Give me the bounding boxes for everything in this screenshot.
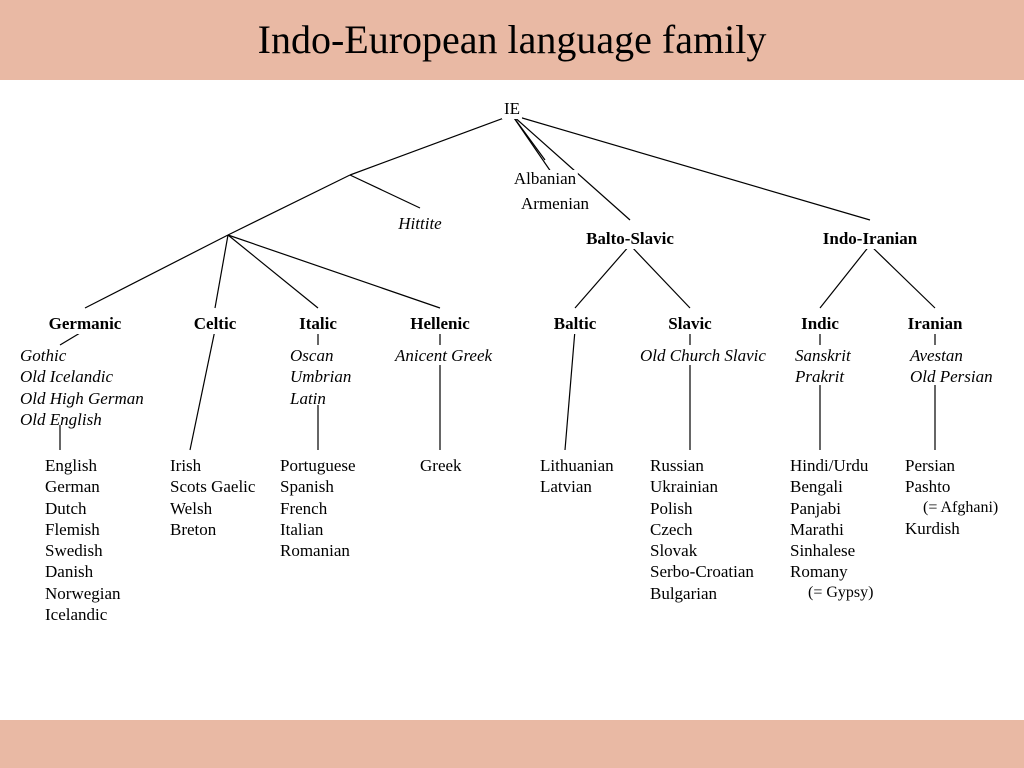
list-item: Pashto	[905, 476, 998, 497]
list-item: Icelandic	[45, 604, 121, 625]
list-item: Panjabi	[790, 498, 873, 519]
list-modern-hellenic: Greek	[420, 455, 462, 476]
list-item: Sinhalese	[790, 540, 873, 561]
node-celtic: Celtic	[192, 315, 238, 334]
list-item: Welsh	[170, 498, 255, 519]
node-slavic: Slavic	[666, 315, 713, 334]
list-item: Polish	[650, 498, 754, 519]
list-item: Kurdish	[905, 518, 998, 539]
node-italic: Italic	[297, 315, 339, 334]
list-item: Old Persian	[910, 366, 993, 387]
node-germanic: Germanic	[47, 315, 124, 334]
list-item: Norwegian	[45, 583, 121, 604]
list-item: Umbrian	[290, 366, 351, 387]
list-modern-celtic: IrishScots GaelicWelshBreton	[170, 455, 255, 540]
node-indic: Indic	[799, 315, 841, 334]
list-item: English	[45, 455, 121, 476]
node-hittite: Hittite	[396, 215, 443, 234]
list-item: Czech	[650, 519, 754, 540]
list-item: Dutch	[45, 498, 121, 519]
page-title: Indo-European language family	[258, 17, 767, 62]
list-ancient-iranian: AvestanOld Persian	[910, 345, 993, 388]
list-modern-baltic: LithuanianLatvian	[540, 455, 614, 498]
list-item: Bengali	[790, 476, 873, 497]
list-modern-italic: PortugueseSpanishFrenchItalianRomanian	[280, 455, 356, 561]
list-item: Sanskrit	[795, 345, 851, 366]
list-ancient-italic: OscanUmbrianLatin	[290, 345, 351, 409]
list-modern-iranian: PersianPashto(= Afghani)Kurdish	[905, 455, 998, 539]
list-item: Danish	[45, 561, 121, 582]
list-ancient-hellenic: Anicent Greek	[395, 345, 492, 366]
list-item: Bulgarian	[650, 583, 754, 604]
list-item: Slovak	[650, 540, 754, 561]
list-item: Irish	[170, 455, 255, 476]
node-iranian: Iranian	[906, 315, 965, 334]
list-subitem: (= Gypsy)	[790, 583, 873, 603]
list-item: Flemish	[45, 519, 121, 540]
list-item: Old English	[20, 409, 144, 430]
title-bar: Indo-European language family	[0, 0, 1024, 80]
node-baltic: Baltic	[552, 315, 599, 334]
list-item: Latin	[290, 388, 351, 409]
list-item: Latvian	[540, 476, 614, 497]
list-item: Hindi/Urdu	[790, 455, 873, 476]
list-item: Italian	[280, 519, 356, 540]
list-item: Russian	[650, 455, 754, 476]
list-modern-slavic: RussianUkrainianPolishCzechSlovakSerbo-C…	[650, 455, 754, 604]
list-item: Serbo-Croatian	[650, 561, 754, 582]
node-armenian: Armenian	[519, 195, 591, 214]
list-item: Oscan	[290, 345, 351, 366]
list-subitem: (= Afghani)	[905, 498, 998, 518]
list-item: Old Icelandic	[20, 366, 144, 387]
list-item: Marathi	[790, 519, 873, 540]
list-ancient-slavic: Old Church Slavic	[640, 345, 766, 366]
tree-diagram: IE Hittite Albanian Armenian Balto-Slavic Ind…	[0, 80, 1024, 720]
list-ancient-germanic: GothicOld IcelandicOld High GermanOld En…	[20, 345, 144, 430]
list-item: Scots Gaelic	[170, 476, 255, 497]
list-item: Spanish	[280, 476, 356, 497]
list-item: Ukrainian	[650, 476, 754, 497]
node-indo_iranian: Indo-Iranian	[821, 230, 919, 249]
list-item: Prakrit	[795, 366, 851, 387]
list-item: Swedish	[45, 540, 121, 561]
list-item: Romanian	[280, 540, 356, 561]
list-item: Lithuanian	[540, 455, 614, 476]
node-albanian: Albanian	[512, 170, 578, 189]
node-hellenic: Hellenic	[408, 315, 471, 334]
list-item: Greek	[420, 455, 462, 476]
list-item: Gothic	[20, 345, 144, 366]
list-item: German	[45, 476, 121, 497]
list-item: Persian	[905, 455, 998, 476]
list-item: Portuguese	[280, 455, 356, 476]
list-item: Old Church Slavic	[640, 345, 766, 366]
list-item: Romany	[790, 561, 873, 582]
list-item: Avestan	[910, 345, 993, 366]
footer-bar	[0, 720, 1024, 768]
list-item: Old High German	[20, 388, 144, 409]
node-balto_slavic: Balto-Slavic	[584, 230, 676, 249]
list-item: Anicent Greek	[395, 345, 492, 366]
node-root: IE	[502, 100, 522, 119]
list-item: French	[280, 498, 356, 519]
list-item: Breton	[170, 519, 255, 540]
list-ancient-indic: SanskritPrakrit	[795, 345, 851, 388]
list-modern-germanic: EnglishGermanDutchFlemishSwedishDanishNo…	[45, 455, 121, 625]
list-modern-indic: Hindi/UrduBengaliPanjabiMarathiSinhalese…	[790, 455, 873, 603]
